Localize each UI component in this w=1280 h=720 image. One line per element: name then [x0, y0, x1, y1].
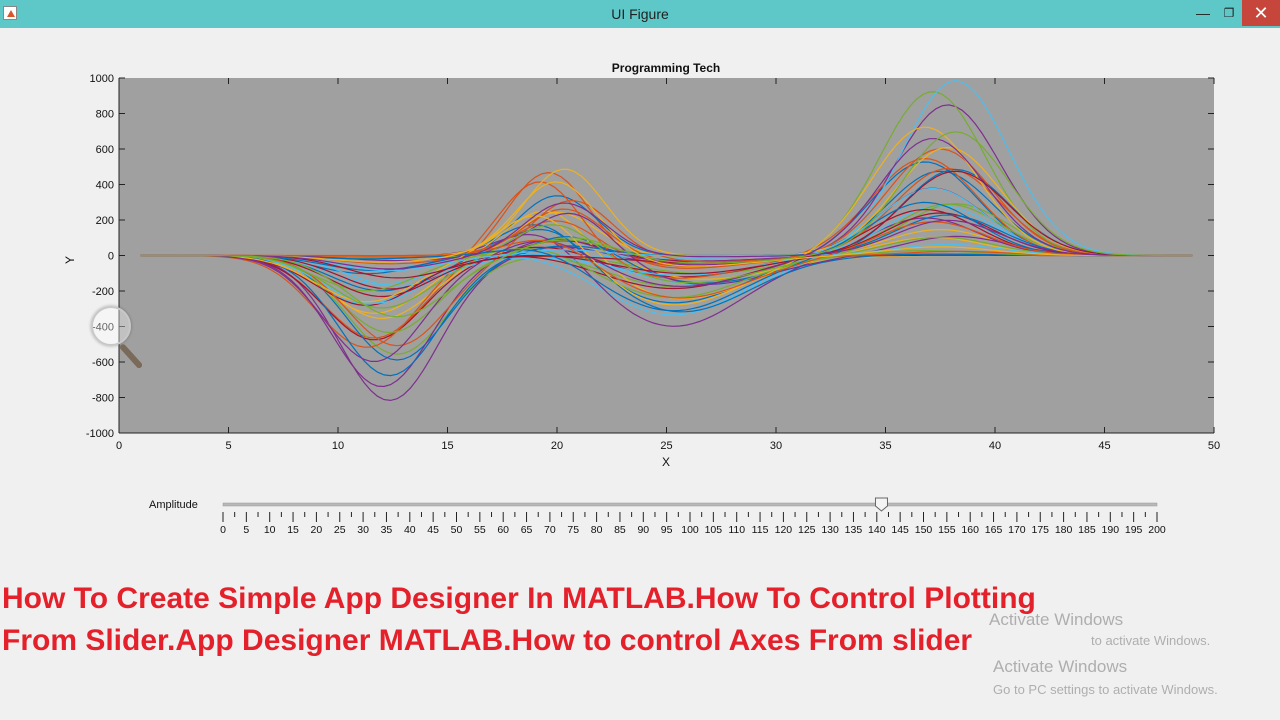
close-button[interactable]: ✕ — [1242, 0, 1280, 26]
y-tick-label: 400 — [96, 180, 114, 192]
x-tick-label: 35 — [879, 440, 891, 452]
series-line — [140, 148, 1193, 267]
y-tick-label: 200 — [96, 215, 114, 227]
slider-tick-label: 175 — [1031, 524, 1049, 536]
series-line — [140, 181, 1193, 267]
series-line — [140, 138, 1193, 362]
x-tick-label: 45 — [1098, 440, 1110, 452]
video-headline: How To Create Simple App Designer In MAT… — [2, 578, 1262, 662]
headline-line-1: How To Create Simple App Designer In MAT… — [2, 582, 1036, 615]
y-tick-label: 600 — [96, 144, 114, 156]
plot-axes[interactable]: 0 5 10 15 20 25 30 35 40 45 50 1000 800 600 400 200 0 -20… — [0, 28, 1280, 478]
slider-tick-label: 10 — [264, 524, 276, 536]
y-tick-label: 0 — [108, 251, 114, 263]
slider-thumb[interactable] — [874, 497, 888, 512]
slider-tick-label: 185 — [1078, 524, 1096, 536]
plot-curves — [140, 79, 1193, 402]
slider-tick-label: 120 — [775, 524, 793, 536]
slider-tick-label: 170 — [1008, 524, 1026, 536]
slider-track[interactable] — [222, 502, 1158, 507]
slider-tick-label: 200 — [1148, 524, 1166, 536]
slider-tick-label: 70 — [544, 524, 556, 536]
slider-tick-label: 65 — [521, 524, 533, 536]
series-line — [140, 221, 1193, 299]
slider-tick-label: 55 — [474, 524, 486, 536]
maximize-button[interactable]: ❐ — [1223, 6, 1235, 20]
plot-title: Programming Tech — [612, 61, 720, 75]
amplitude-label: Amplitude — [149, 499, 198, 511]
slider-tick-label: 115 — [752, 524, 769, 536]
window-title: UI Figure — [611, 6, 669, 22]
x-tick-label: 30 — [770, 440, 782, 452]
y-tick-label: -1000 — [86, 428, 114, 440]
magnifier-cursor-icon — [91, 306, 131, 346]
slider-tick-label: 190 — [1102, 524, 1120, 536]
x-tick-label: 10 — [332, 440, 344, 452]
slider-tick-label: 50 — [451, 524, 463, 536]
slider-tick-label: 140 — [868, 524, 886, 536]
series-line — [140, 224, 1193, 309]
slider-tick-label: 135 — [845, 524, 863, 536]
y-tick-label: 800 — [96, 109, 114, 121]
activate-windows-watermark-2: Activate Windows — [993, 657, 1128, 676]
x-tick-label: 0 — [116, 440, 122, 452]
y-tick-label: -600 — [92, 357, 114, 369]
y-tick-label: 1000 — [90, 73, 114, 85]
minimize-button[interactable]: — — [1196, 5, 1210, 21]
slider-tick-label: 5 — [243, 524, 249, 536]
series-line — [140, 202, 1193, 270]
slider-tick-label: 15 — [287, 524, 299, 536]
series-line — [140, 170, 1193, 279]
matlab-logo-icon — [3, 6, 17, 20]
activate-windows-watermark: Activate Windows — [989, 610, 1124, 629]
slider-tick-label: 150 — [915, 524, 933, 536]
series-line — [140, 126, 1193, 306]
x-tick-label: 15 — [441, 440, 453, 452]
slider-tick-label: 25 — [334, 524, 346, 536]
x-tick-label: 20 — [551, 440, 563, 452]
slider-tick-label: 80 — [591, 524, 603, 536]
y-tick-label: -200 — [92, 286, 114, 298]
slider-tick-label: 110 — [728, 524, 745, 536]
slider-ticks: 0 5 10 15 20 25 30 35 40 45 50 55 60 65 70 75 80 85 90 95 10… — [220, 512, 1166, 536]
slider-tick-label: 195 — [1125, 524, 1143, 536]
slider-tick-label: 95 — [661, 524, 673, 536]
slider-tick-label: 40 — [404, 524, 416, 536]
slider-tick-label: 90 — [637, 524, 649, 536]
slider-tick-label: 130 — [821, 524, 839, 536]
slider-tick-label: 145 — [891, 524, 909, 536]
activate-windows-subtext: to activate Windows. — [1091, 633, 1211, 648]
slider-tick-label: 160 — [961, 524, 979, 536]
x-tick-label: 50 — [1208, 440, 1220, 452]
slider-tick-label: 105 — [705, 524, 723, 536]
slider-tick-label: 30 — [357, 524, 369, 536]
x-tick-label: 5 — [225, 440, 231, 452]
series-line — [140, 200, 1193, 347]
headline-line-2: From Slider.App Designer MATLAB.How to c… — [2, 624, 973, 657]
x-tick-label: 40 — [989, 440, 1001, 452]
x-tick-label: 25 — [660, 440, 672, 452]
slider-tick-label: 100 — [681, 524, 699, 536]
series-line — [140, 201, 1193, 312]
slider-tick-label: 35 — [381, 524, 393, 536]
slider-tick-label: 45 — [427, 524, 439, 536]
slider-tick-label: 0 — [220, 524, 226, 536]
y-tick-label: -800 — [92, 393, 114, 405]
amplitude-slider[interactable]: 0 5 10 15 20 25 30 35 40 45 50 55 60 65 70 75 80 85 90 95 10… — [210, 492, 1170, 542]
axis-ticks: 0 5 10 15 20 25 30 35 40 45 50 1000 800 600 400 200 0 -20… — [86, 73, 1220, 452]
slider-tick-label: 20 — [311, 524, 323, 536]
window-titlebar[interactable]: UI Figure — ❐ ✕ — [0, 0, 1280, 28]
slider-tick-label: 165 — [985, 524, 1003, 536]
activate-windows-subtext-2: Go to PC settings to activate Windows. — [993, 682, 1218, 697]
series-line — [140, 131, 1193, 318]
slider-tick-label: 155 — [938, 524, 956, 536]
slider-tick-label: 60 — [497, 524, 509, 536]
slider-tick-label: 85 — [614, 524, 626, 536]
slider-tick-label: 180 — [1055, 524, 1073, 536]
y-axis-label: Y — [63, 256, 77, 264]
slider-tick-label: 125 — [798, 524, 816, 536]
x-axis-label: X — [662, 455, 670, 469]
slider-tick-label: 75 — [567, 524, 579, 536]
